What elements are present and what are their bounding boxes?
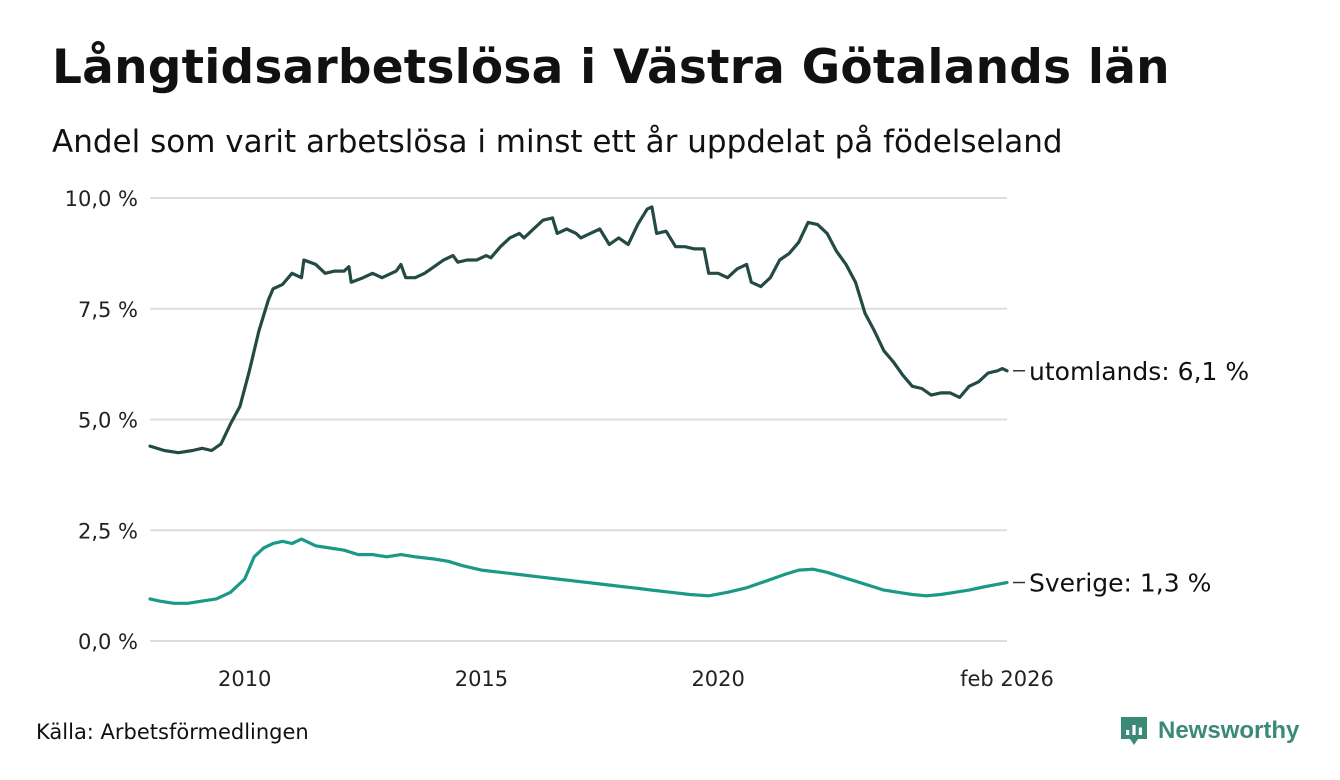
series-lines xyxy=(148,205,1009,605)
x-tick-label: 2010 xyxy=(218,667,271,691)
x-axis-tick-labels: 2010 2015 2020 feb 2026 xyxy=(218,667,1054,691)
x-tick-label: 2020 xyxy=(691,667,744,691)
chart-subtitle: Andel som varit arbetslösa i minst ett å… xyxy=(52,124,1063,160)
y-tick-label: 2,5 % xyxy=(78,519,138,543)
y-axis-tick-labels: 0,0 % 2,5 % 5,0 % 7,5 % 10,0 % xyxy=(65,187,138,654)
series-end-labels: utomlands: 6,1 % Sverige: 1,3 % xyxy=(1013,357,1249,598)
x-tick-label: feb 2026 xyxy=(960,667,1054,691)
y-tick-label: 0,0 % xyxy=(78,630,138,654)
source-note: Källa: Arbetsförmedlingen xyxy=(36,720,309,744)
x-tick-label: 2015 xyxy=(455,667,508,691)
line-chart: 0,0 % 2,5 % 5,0 % 7,5 % 10,0 % 2010 2015 2020 f… xyxy=(65,187,1250,691)
y-tick-label: 10,0 % xyxy=(65,187,138,211)
gridlines xyxy=(150,197,1007,642)
y-tick-label: 7,5 % xyxy=(78,298,138,322)
newsworthy-logo-icon xyxy=(1121,717,1147,745)
chart-title: Långtidsarbetslösa i Västra Götalands lä… xyxy=(52,40,1170,95)
brand-logo: Newsworthy xyxy=(1118,714,1299,748)
end-label-utomlands: utomlands: 6,1 % xyxy=(1029,357,1249,386)
brand-name: Newsworthy xyxy=(1158,717,1300,744)
y-tick-label: 5,0 % xyxy=(78,409,138,433)
series-line-sverige xyxy=(148,537,1009,605)
series-line-utomlands xyxy=(148,205,1009,455)
end-label-sverige: Sverige: 1,3 % xyxy=(1029,569,1211,598)
